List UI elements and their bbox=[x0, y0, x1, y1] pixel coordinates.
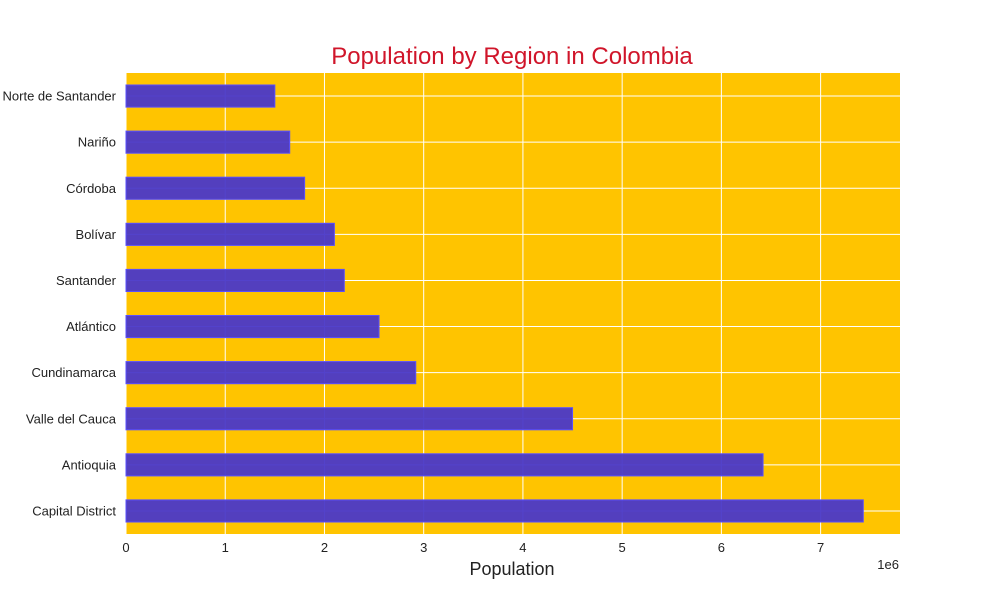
y-tick-label: Nariño bbox=[78, 135, 116, 150]
bar bbox=[125, 361, 417, 385]
x-tick-label: 3 bbox=[420, 540, 427, 555]
bar bbox=[125, 499, 864, 523]
x-tick-label: 4 bbox=[519, 540, 526, 555]
y-tick-label: Bolívar bbox=[76, 227, 117, 242]
x-tick-label: 5 bbox=[619, 540, 626, 555]
y-tick-label: Antioquia bbox=[62, 457, 117, 472]
y-tick-label: Norte de Santander bbox=[3, 89, 117, 104]
x-tick-label: 1 bbox=[222, 540, 229, 555]
chart-title: Population by Region in Colombia bbox=[331, 43, 693, 70]
bar bbox=[125, 130, 291, 154]
x-tick-label: 2 bbox=[321, 540, 328, 555]
y-tick-label: Atlántico bbox=[66, 319, 116, 334]
x-tick-labels: 0 1 2 3 4 5 6 7 bbox=[122, 540, 824, 555]
bar bbox=[125, 84, 276, 108]
x-tick-label: 6 bbox=[718, 540, 725, 555]
y-tick-label: Santander bbox=[56, 273, 117, 288]
y-tick-label: Cundinamarca bbox=[31, 365, 116, 380]
y-tick-labels: Capital District Antioquia Valle del Cauca… bbox=[3, 89, 117, 519]
y-tick-label: Córdoba bbox=[66, 181, 117, 196]
x-tick-label: 7 bbox=[817, 540, 824, 555]
y-tick-label: Valle del Cauca bbox=[26, 411, 117, 426]
bar bbox=[125, 314, 380, 339]
bar bbox=[125, 453, 764, 477]
bars bbox=[125, 84, 864, 523]
x-axis-offset-label: 1e6 bbox=[877, 557, 899, 572]
x-axis-label: Population bbox=[469, 559, 554, 579]
bar bbox=[125, 407, 574, 431]
y-tick-label: Capital District bbox=[32, 503, 116, 518]
bar bbox=[125, 268, 345, 293]
bar bbox=[125, 176, 306, 200]
x-tick-label: 0 bbox=[122, 540, 129, 555]
bar bbox=[125, 222, 335, 246]
